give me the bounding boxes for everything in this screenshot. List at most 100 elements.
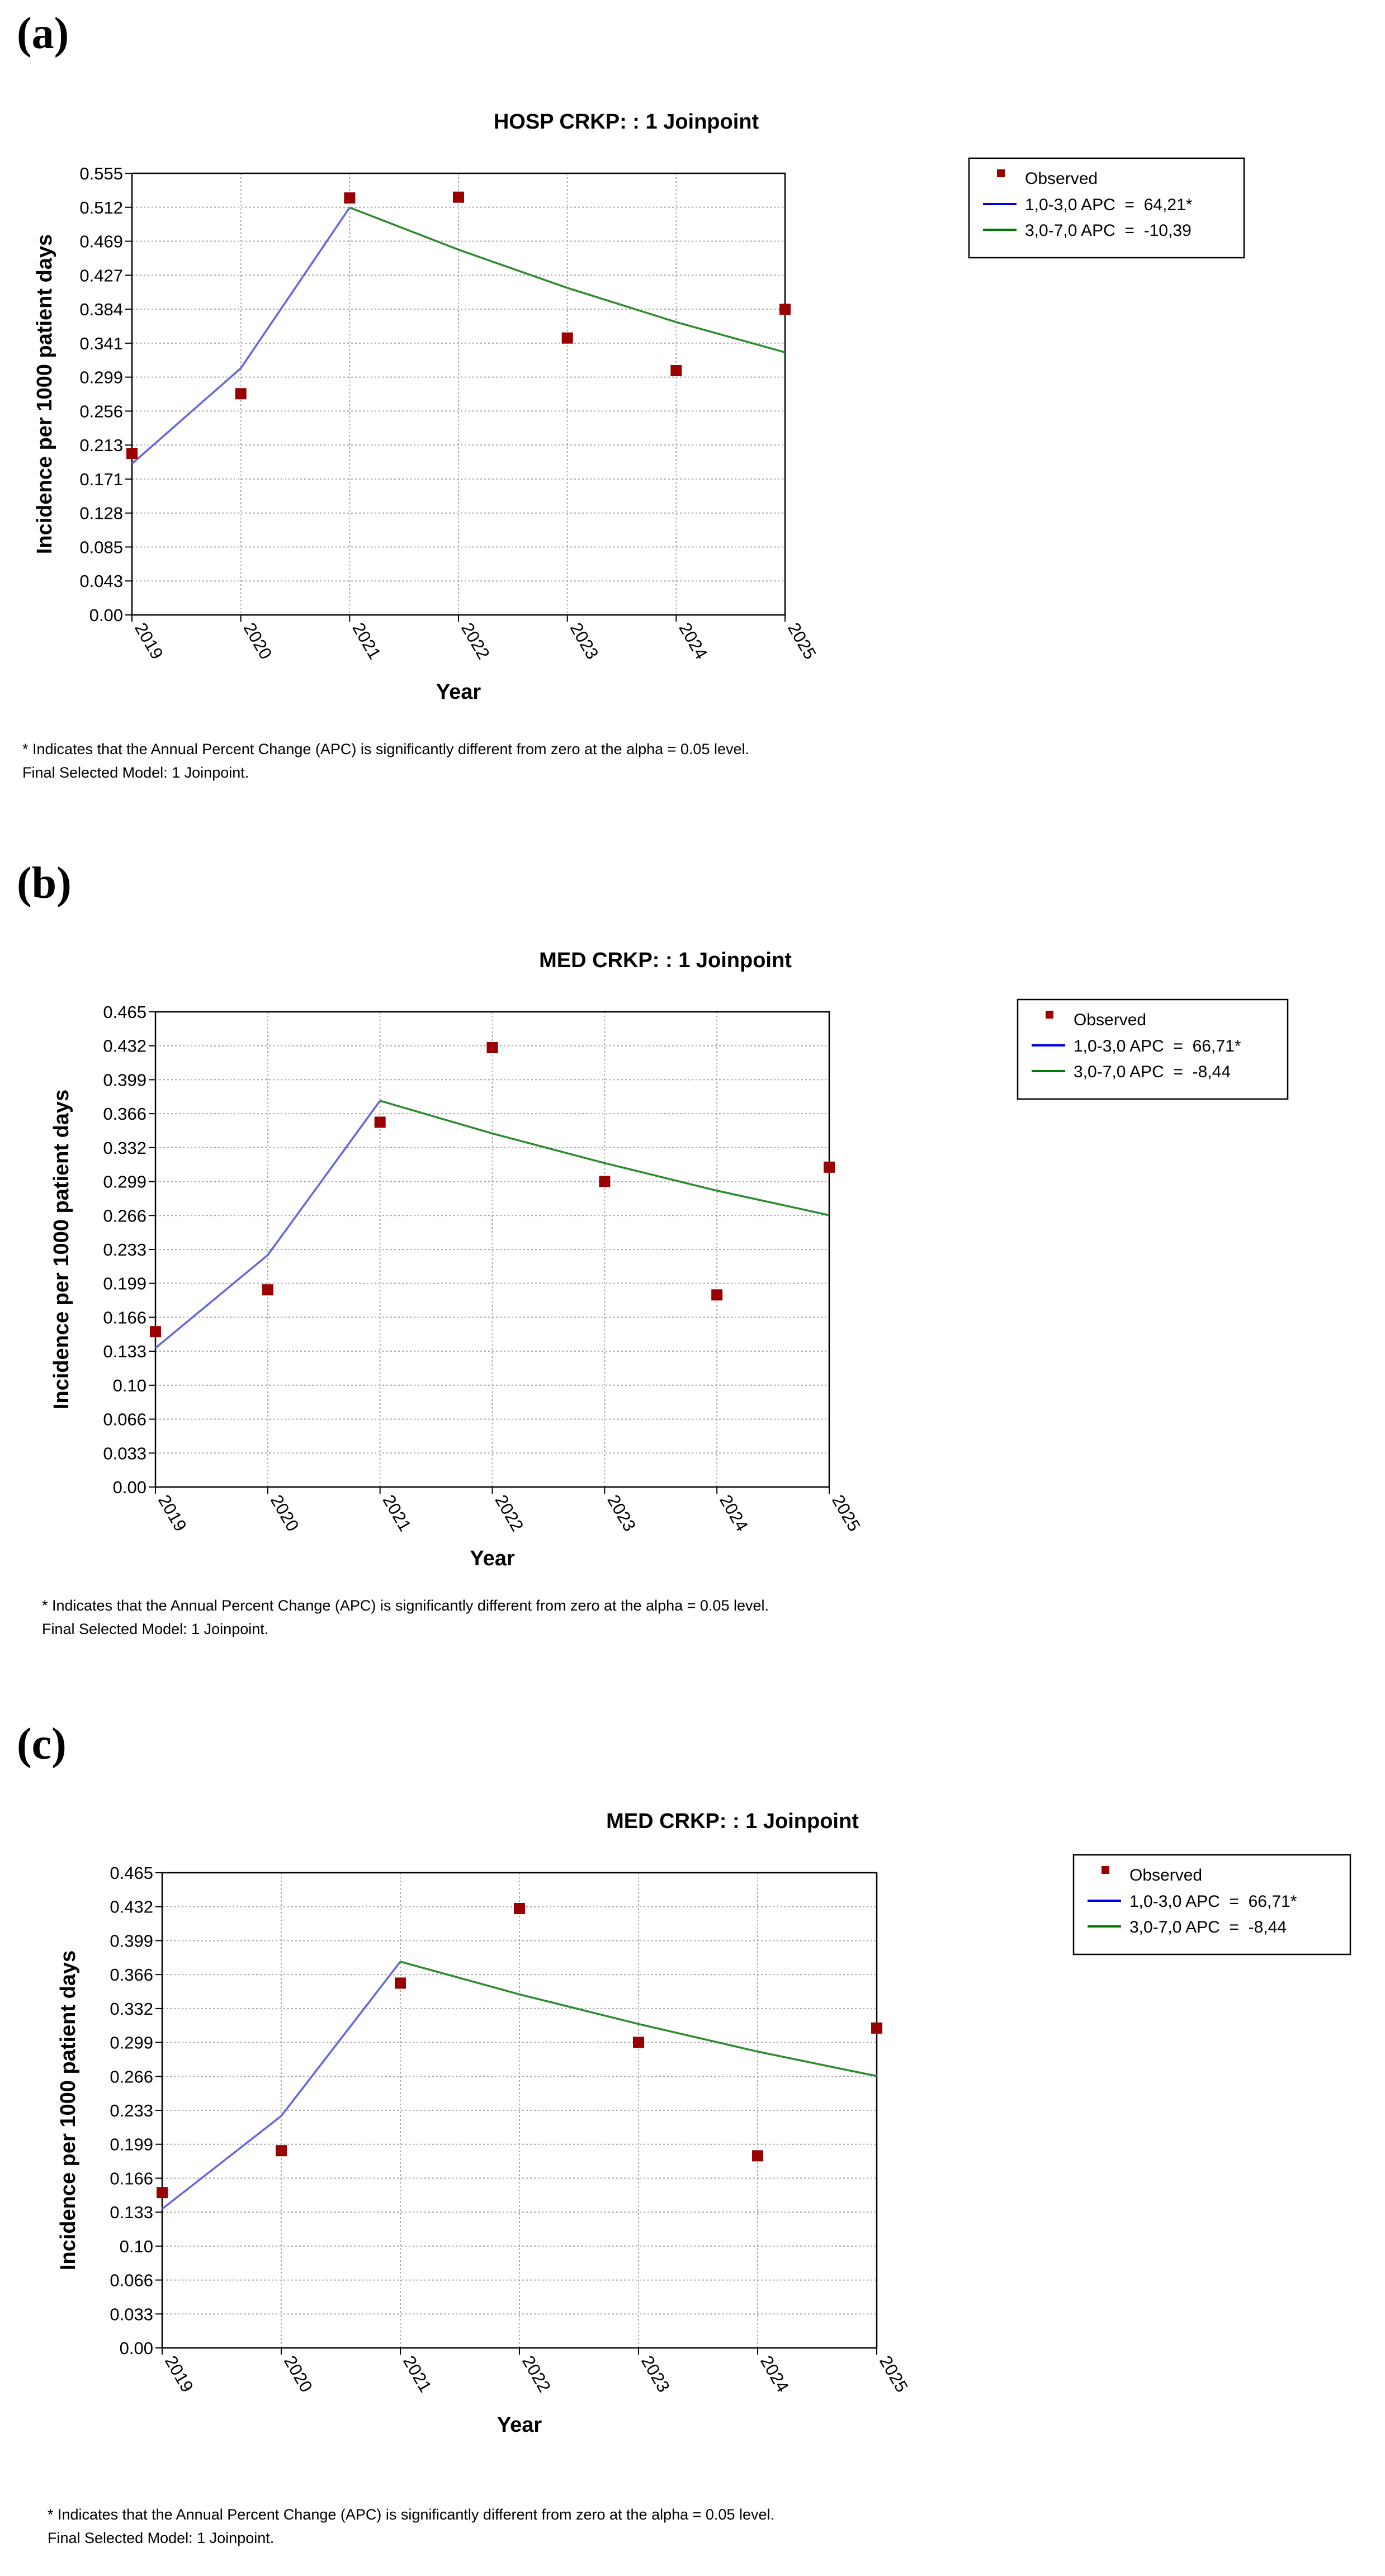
y-tick-label: 0.512: [79, 198, 123, 217]
observed-point: [752, 2150, 763, 2162]
observed-point: [633, 2037, 644, 2048]
observed-point: [561, 332, 573, 344]
x-tick-label: 2020: [280, 2352, 316, 2395]
x-tick-label: 2019: [161, 2352, 197, 2395]
joinpoint-chart-med: MED CRKP: : 1 Joinpoint 0.00 0.033 0.066 0.1…: [50, 949, 1289, 1570]
x-tick-label: 2021: [379, 1491, 415, 1535]
legend-observed-label: Observed: [1074, 1011, 1146, 1029]
footnote-apc: * Indicates that the Annual Percent Chan…: [22, 741, 749, 757]
footnote-model: Final Selected Model: 1 Joinpoint.: [42, 1621, 269, 1637]
legend-segment-2-label: 3,0-7,0 APC = -10,39: [1025, 221, 1192, 240]
observed-point: [395, 1977, 406, 1989]
chart-title: MED CRKP: : 1 Joinpoint: [539, 949, 792, 972]
y-tick-label: 0.366: [103, 1104, 146, 1124]
plot-frame: [161, 1872, 878, 2349]
observed-point: [453, 191, 464, 203]
y-tick-label: 0.133: [110, 2203, 153, 2222]
y-tick-label: 0.399: [103, 1070, 146, 1090]
observed-point: [599, 1176, 611, 1187]
panel-label: (a): [17, 9, 69, 58]
observed-point: [374, 1116, 386, 1128]
segment-1-line: [154, 1100, 381, 1349]
footnote-apc: * Indicates that the Annual Percent Chan…: [42, 1597, 769, 1614]
legend-segment-1-label: 1,0-3,0 APC = 66,71*: [1129, 1892, 1297, 1911]
y-tick-label: 0.00: [120, 2338, 153, 2358]
y-tick-label: 0.332: [103, 1138, 146, 1158]
panel-label: (c): [17, 1720, 67, 1769]
x-axis-title: Year: [436, 680, 481, 704]
y-tick-label: 0.166: [110, 2168, 153, 2188]
legend-box: [968, 157, 1245, 259]
x-tick-label: 2020: [240, 619, 276, 662]
chart-title: MED CRKP: : 1 Joinpoint: [606, 1810, 859, 1833]
segment-2-line: [380, 1100, 830, 1216]
y-tick-label: 0.171: [79, 470, 123, 489]
y-tick-label: 0.555: [79, 164, 123, 183]
x-axis-title: Year: [497, 2413, 542, 2437]
y-tick-label: 0.00: [89, 605, 123, 625]
y-tick-label: 0.128: [79, 504, 123, 523]
x-tick-label: 2022: [518, 2352, 555, 2395]
y-tick-label: 0.233: [103, 1240, 146, 1259]
y-tick-label: 0.266: [110, 2067, 153, 2086]
segment-2-line: [349, 206, 786, 353]
observed-point: [262, 1284, 273, 1296]
legend-observed-marker: [1046, 1011, 1053, 1019]
plot-frame: [131, 172, 786, 616]
legend-segment-1-label: 1,0-3,0 APC = 66,71*: [1074, 1037, 1241, 1055]
y-axis-title: Incidence per 1000 patient days: [50, 1090, 73, 1409]
y-tick-label: 0.199: [103, 1274, 146, 1294]
y-tick-label: 0.427: [79, 266, 123, 285]
footnote-model: Final Selected Model: 1 Joinpoint.: [22, 764, 249, 781]
observed-point: [824, 1161, 835, 1173]
observed-point: [514, 1902, 525, 1914]
x-tick-label: 2019: [154, 1491, 191, 1535]
observed-point: [126, 448, 138, 460]
x-tick-label: 2019: [131, 619, 167, 662]
observed-point: [235, 388, 247, 400]
y-tick-label: 0.043: [79, 571, 123, 591]
legend-segment-2-label: 3,0-7,0 APC = -8,44: [1129, 1918, 1287, 1936]
y-tick-label: 0.399: [110, 1931, 153, 1950]
y-axis-title: Incidence per 1000 patient days: [56, 1950, 80, 2270]
y-tick-label: 0.10: [120, 2237, 153, 2256]
y-tick-label: 0.465: [110, 1863, 153, 1883]
legend-segment-2-label: 3,0-7,0 APC = -8,44: [1074, 1063, 1231, 1081]
y-tick-label: 0.085: [79, 537, 123, 557]
x-axis-title: Year: [470, 1547, 515, 1570]
plot-frame: [154, 1011, 830, 1488]
y-tick-label: 0.10: [113, 1376, 146, 1395]
y-tick-label: 0.469: [79, 232, 123, 252]
panel-c: (c) MED CRKP: : 1 Joinpoint 0.00 0.033 0.06…: [0, 1711, 1385, 2576]
footnote-model: Final Selected Model: 1 Joinpoint.: [48, 2530, 275, 2546]
x-tick-label: 2023: [637, 2352, 674, 2395]
observed-point: [157, 2187, 168, 2199]
y-tick-label: 0.341: [79, 334, 123, 353]
panel-label: (b): [17, 859, 72, 908]
y-tick-label: 0.256: [79, 401, 123, 421]
y-tick-label: 0.465: [103, 1002, 146, 1022]
x-tick-label: 2023: [603, 1491, 640, 1535]
x-tick-label: 2025: [876, 2352, 912, 2395]
y-tick-label: 0.432: [110, 1897, 153, 1917]
segment-1-line: [131, 207, 351, 465]
observed-point: [711, 1289, 723, 1301]
segment-2-line: [400, 1961, 877, 2077]
legend-observed-label: Observed: [1025, 169, 1098, 188]
y-tick-label: 0.299: [79, 368, 123, 387]
observed-point: [486, 1041, 498, 1053]
joinpoint-chart-hosp: HOSP CRKP: : 1 Joinpoint 0.00 0.043 0.085 0.…: [33, 110, 1245, 704]
panel-a: (a) HOSP CRKP: : 1 Joinpoint 0.00 0.043 0.0…: [0, 0, 1385, 850]
observed-point: [779, 304, 791, 315]
legend-observed-marker: [997, 169, 1005, 177]
x-tick-label: 2025: [784, 619, 820, 662]
y-tick-label: 0.066: [103, 1410, 146, 1429]
segment-1-line: [161, 1961, 401, 2210]
y-tick-label: 0.00: [113, 1478, 146, 1497]
x-tick-label: 2021: [348, 619, 385, 662]
y-tick-label: 0.066: [110, 2271, 153, 2290]
legend-observed-label: Observed: [1129, 1866, 1202, 1884]
x-tick-label: 2024: [675, 619, 711, 662]
y-tick-label: 0.233: [110, 2101, 153, 2120]
y-tick-label: 0.384: [79, 300, 123, 319]
